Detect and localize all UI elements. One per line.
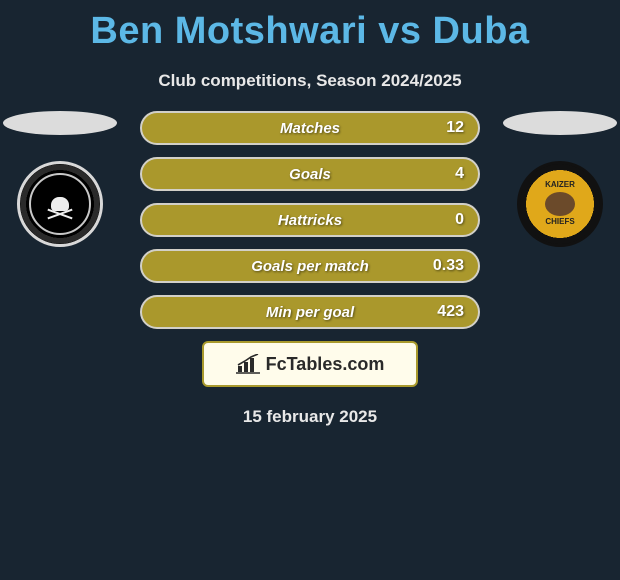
branding-badge: FcTables.com [202,341,418,387]
player-left-column [0,111,120,247]
stat-right-value: 423 [424,303,464,321]
kaizer-chiefs-badge-icon: KAIZER CHIEFS [517,161,603,247]
bar-chart-icon [236,354,260,374]
stat-row-hattricks: Hattricks 0 [140,203,480,237]
stat-row-mpg: Min per goal 423 [140,295,480,329]
stat-label: Goals [289,166,331,183]
stat-row-goals: Goals 4 [140,157,480,191]
stat-right-value: 0.33 [424,257,464,275]
stat-right-value: 12 [424,119,464,137]
page-title: Ben Motshwari vs Duba [0,0,620,53]
stat-label: Min per goal [266,304,354,321]
stat-right-value: 0 [424,211,464,229]
stat-right-value: 4 [424,165,464,183]
stat-row-matches: Matches 12 [140,111,480,145]
player-right-placeholder [503,111,617,135]
stat-row-gpm: Goals per match 0.33 [140,249,480,283]
stat-label: Goals per match [251,258,369,275]
stat-label: Matches [280,120,340,137]
player-left-placeholder [3,111,117,135]
orlando-pirates-badge-icon [17,161,103,247]
comparison-content: KAIZER CHIEFS Matches 12 Goals 4 Hattric… [0,111,620,427]
subtitle: Club competitions, Season 2024/2025 [0,71,620,91]
player-right-column: KAIZER CHIEFS [500,111,620,247]
comparison-date: 15 february 2025 [0,407,620,427]
stats-list: Matches 12 Goals 4 Hattricks 0 Goals per… [140,111,480,329]
stat-label: Hattricks [278,212,342,229]
branding-label: FcTables.com [266,354,385,375]
